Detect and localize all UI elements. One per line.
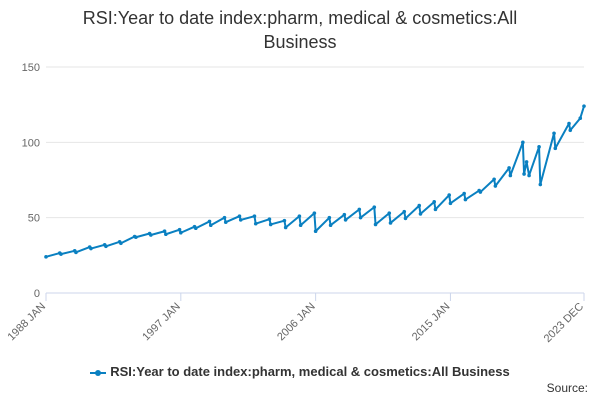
data-point[interactable] [134, 235, 138, 240]
data-point[interactable] [582, 104, 586, 108]
data-point[interactable] [89, 246, 93, 251]
data-point[interactable] [507, 166, 511, 170]
data-point[interactable] [538, 182, 543, 187]
data-point[interactable] [343, 218, 348, 222]
data-point[interactable] [432, 200, 437, 204]
data-point[interactable] [74, 250, 78, 255]
data-point[interactable] [162, 229, 167, 234]
data-point[interactable] [358, 215, 363, 220]
data-point[interactable] [297, 214, 302, 218]
data-point[interactable] [418, 212, 423, 216]
data-point[interactable] [164, 232, 168, 237]
data-point[interactable] [44, 255, 48, 259]
legend-swatch-icon [90, 369, 107, 376]
series-layer [44, 104, 586, 259]
data-point[interactable] [313, 229, 318, 234]
data-point[interactable] [493, 184, 498, 188]
data-point[interactable] [521, 140, 525, 145]
data-point[interactable] [59, 252, 63, 256]
data-point[interactable] [522, 172, 526, 176]
data-point[interactable] [373, 222, 378, 227]
legend[interactable]: RSI:Year to date index:pharm, medical & … [0, 364, 600, 379]
data-point[interactable] [447, 193, 451, 197]
data-point[interactable] [357, 207, 362, 212]
y-tick-label: 100 [22, 137, 40, 149]
data-point[interactable] [478, 190, 483, 194]
data-point[interactable] [222, 215, 227, 220]
x-tick-label: 1997 JAN [140, 301, 183, 344]
data-point[interactable] [578, 116, 583, 121]
x-tick-label: 2015 JAN [410, 301, 453, 344]
data-point[interactable] [298, 223, 303, 227]
data-point[interactable] [267, 217, 272, 221]
y-axis-tick-labels: 0 50 100 150 [22, 62, 40, 300]
chart-title: RSI:Year to date index:pharm, medical & … [0, 6, 600, 54]
y-tick-label: 150 [22, 62, 40, 74]
x-axis [45, 292, 585, 301]
data-point[interactable] [402, 209, 407, 214]
data-point[interactable] [388, 221, 393, 225]
chart-title-line-1: RSI:Year to date index:pharm, medical & … [82, 8, 518, 28]
data-point[interactable] [463, 197, 468, 202]
legend-label: RSI:Year to date index:pharm, medical & … [110, 364, 510, 379]
data-point[interactable] [403, 216, 408, 221]
data-point[interactable] [207, 219, 212, 224]
data-point[interactable] [527, 173, 531, 178]
data-point[interactable] [252, 214, 257, 218]
data-point[interactable] [568, 128, 573, 133]
data-point[interactable] [508, 173, 513, 178]
data-point[interactable] [238, 218, 243, 222]
data-point[interactable] [253, 221, 258, 226]
data-point[interactable] [149, 233, 153, 237]
data-point[interactable] [342, 212, 347, 217]
data-point[interactable] [283, 225, 288, 230]
y-tick-label: 50 [28, 213, 40, 225]
data-point[interactable] [448, 201, 453, 206]
x-tick-label: 2023 DEC [542, 301, 586, 345]
gridlines [46, 66, 584, 219]
source-note: Source: [546, 381, 588, 395]
data-point[interactable] [492, 177, 496, 182]
data-point[interactable] [223, 220, 228, 224]
data-point[interactable] [193, 226, 198, 231]
data-point[interactable] [552, 131, 556, 136]
data-point[interactable] [553, 146, 558, 151]
series-line [45, 105, 585, 258]
y-tick-label: 0 [34, 288, 40, 300]
data-point[interactable] [567, 121, 571, 126]
data-point[interactable] [237, 214, 242, 218]
data-point[interactable] [372, 205, 377, 209]
data-point[interactable] [119, 241, 123, 246]
chart-title-line-2: Business [263, 32, 337, 52]
data-point[interactable] [537, 145, 541, 149]
data-point[interactable] [433, 207, 438, 212]
data-point[interactable] [179, 230, 183, 235]
data-point[interactable] [104, 244, 108, 249]
data-point[interactable] [328, 223, 333, 227]
data-point[interactable] [208, 223, 213, 227]
data-point[interactable] [524, 160, 529, 164]
data-point[interactable] [312, 211, 317, 215]
data-point[interactable] [462, 191, 466, 196]
data-point[interactable] [387, 211, 392, 215]
data-point[interactable] [282, 218, 287, 223]
data-point[interactable] [177, 227, 182, 232]
data-point[interactable] [417, 203, 422, 208]
data-point[interactable] [268, 222, 273, 227]
x-axis-tick-labels: 1988 JAN 1997 JAN 2006 JAN 2015 JAN 2023 DEC [5, 301, 586, 345]
x-tick-label: 1988 JAN [5, 301, 48, 344]
data-point[interactable] [327, 215, 332, 220]
x-tick-label: 2006 JAN [275, 301, 318, 344]
